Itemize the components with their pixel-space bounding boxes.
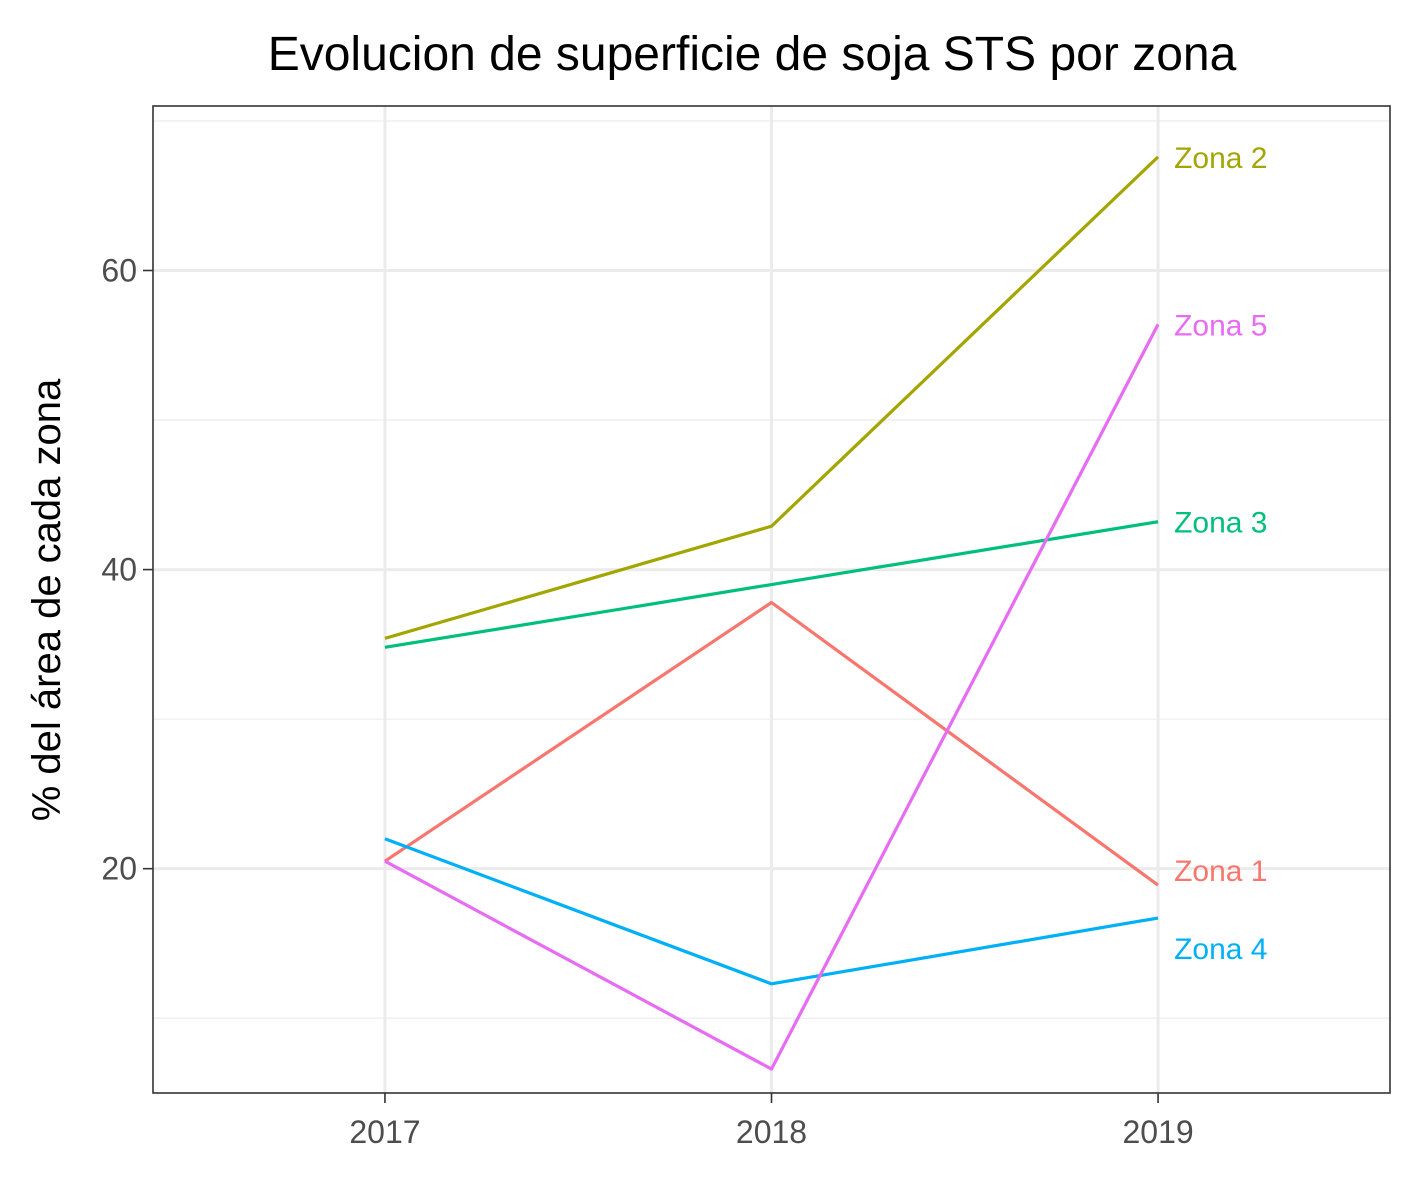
series-line-zona-1: [384, 600, 1160, 887]
series-labels: Zona 1 Zona 2 Zona 3 Zona 4 Zona 5: [1174, 142, 1267, 966]
x-axis-ticks: 2017 2018 2019: [349, 1093, 1194, 1150]
x-tick-label: 2019: [1122, 1114, 1193, 1150]
series-line-zona-4: [384, 837, 1159, 986]
series-line-zona-2: [384, 155, 1160, 640]
y-axis-ticks: 20 40 60: [101, 253, 153, 887]
series-lines: [384, 155, 1160, 1071]
y-tick-label: 40: [101, 552, 137, 588]
y-tick-label: 60: [101, 253, 137, 289]
x-tick-label: 2017: [349, 1114, 420, 1150]
x-tick-label: 2018: [736, 1114, 807, 1150]
series-label-zona-1: Zona 1: [1174, 855, 1267, 888]
series-label-zona-4: Zona 4: [1174, 933, 1267, 966]
y-axis-label: % del área de cada zona: [25, 378, 69, 821]
major-gridlines: [153, 106, 1390, 1093]
series-label-zona-5: Zona 5: [1174, 309, 1267, 342]
y-tick-label: 20: [101, 851, 137, 887]
series-line-zona-5: [384, 323, 1160, 1071]
series-label-zona-2: Zona 2: [1174, 142, 1267, 175]
series-line-zona-3: [384, 520, 1159, 649]
chart-title: Evolucion de superficie de soja STS por …: [268, 28, 1237, 81]
series-label-zona-3: Zona 3: [1174, 507, 1267, 540]
